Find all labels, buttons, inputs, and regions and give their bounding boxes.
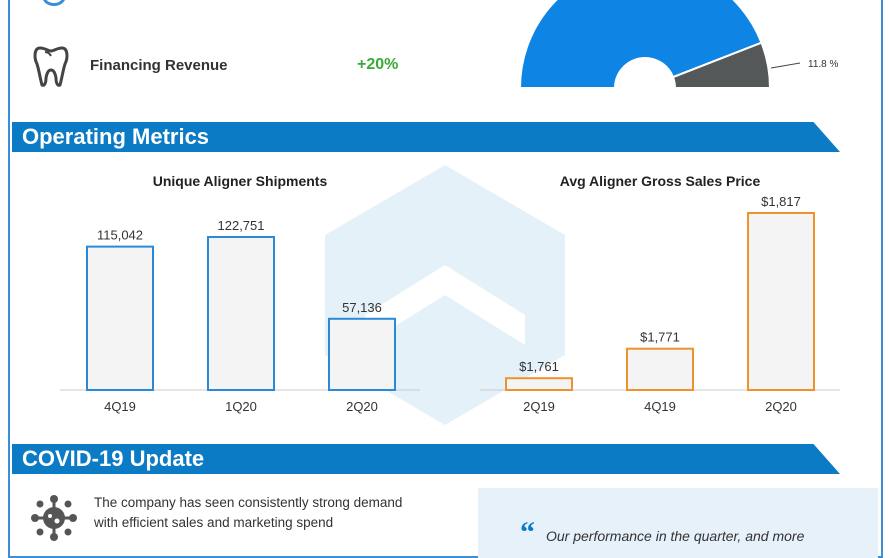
bar-4Q19 <box>86 245 154 391</box>
operating-metrics-banner: Operating Metrics <box>12 122 840 152</box>
bar-1Q20 <box>207 236 275 391</box>
donut-label: 11.8 % <box>808 59 838 70</box>
data-label: 115,042 <box>97 228 143 243</box>
virus-icon <box>31 495 77 541</box>
covid-text-line-1: The company has seen consistently strong… <box>94 495 403 510</box>
quote-text: Our performance in the quarter, and more <box>546 528 805 544</box>
bar-2Q19 <box>505 377 573 392</box>
quote-mark-icon: “ <box>520 516 535 549</box>
financing-change: +20% <box>357 56 399 73</box>
x-tick-label: 2Q20 <box>765 399 797 414</box>
data-label: 122,751 <box>218 218 265 233</box>
bar-2Q20 <box>747 212 815 391</box>
data-label: $1,817 <box>761 194 801 209</box>
covid-update-banner: COVID-19 Update <box>12 444 840 474</box>
x-tick-label: 2Q20 <box>346 399 378 414</box>
data-label: 57,136 <box>342 300 382 315</box>
x-tick-label: 2Q19 <box>523 399 555 414</box>
x-tick-label: 4Q19 <box>644 399 676 414</box>
data-label: $1,771 <box>640 330 680 345</box>
tooth-icon <box>33 46 69 87</box>
chart-title-price: Avg Aligner Gross Sales Price <box>559 173 761 189</box>
x-tick-label: 1Q20 <box>225 399 257 414</box>
x-tick-label: 4Q19 <box>104 399 136 414</box>
price-chart: $1,761 2Q19 $1,771 4Q19 $1,817 2Q20 <box>480 194 840 414</box>
donut-chart: 11.8 % <box>518 0 838 89</box>
covid-text-line-2: with efficient sales and marketing spend <box>94 515 334 530</box>
shipments-chart: 115,042 4Q19 122,751 1Q20 57,136 2Q20 <box>60 218 420 414</box>
data-label: $1,761 <box>519 359 559 374</box>
covid-text: The company has seen consistently strong… <box>94 493 402 533</box>
donut-leader-line <box>770 62 801 69</box>
donut-slice-1 <box>671 41 772 89</box>
chart-title-shipments: Unique Aligner Shipments <box>152 173 328 189</box>
bar-4Q19 <box>626 347 694 392</box>
bar-2Q20 <box>328 317 396 391</box>
financing-label: Financing Revenue <box>90 57 228 74</box>
quote-box: “ Our performance in the quarter, and mo… <box>478 488 878 558</box>
